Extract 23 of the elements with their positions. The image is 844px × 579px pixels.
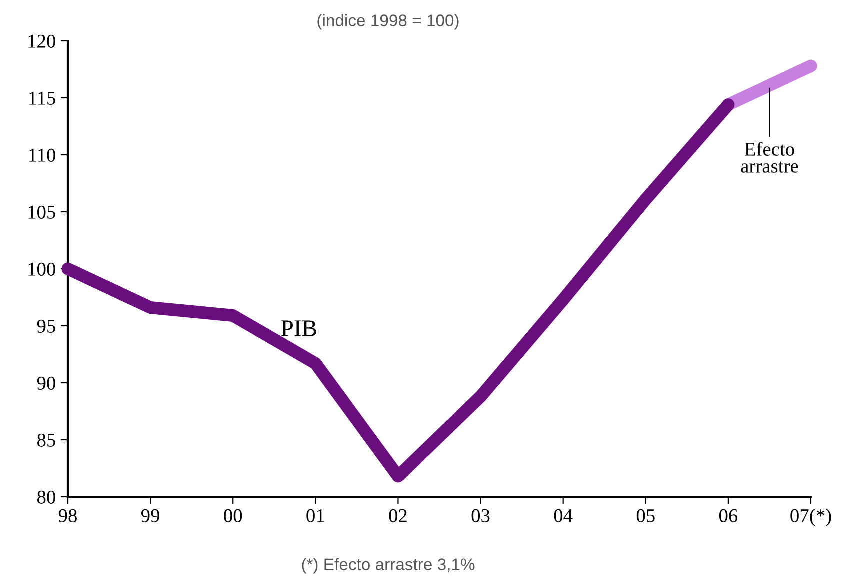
text: (*) Efecto arrastre 3,1% — [302, 558, 475, 574]
x-tick-label: 05 — [636, 509, 655, 522]
chart-subtitle: (indice 1998 = 100) — [318, 14, 459, 30]
x-tick-label: 06 — [719, 509, 738, 522]
y-tick-label: 85 — [37, 434, 56, 447]
y-tick-label: 80 — [37, 490, 56, 504]
y-tick-label: 115 — [29, 92, 56, 105]
text: Efecto arrastre — [741, 142, 798, 173]
x-tick-label: 04 — [554, 509, 573, 522]
series-label: PIB — [281, 320, 316, 336]
x-tick-label: 02 — [389, 509, 407, 522]
x-tick-label: 99 — [141, 509, 160, 522]
y-tick-label: 90 — [37, 376, 56, 390]
x-tick-label: 07(*) — [790, 508, 832, 526]
x-tick-label: 01 — [306, 509, 324, 522]
y-tick-label: 95 — [37, 320, 56, 333]
x-tick-label: 00 — [224, 509, 242, 522]
y-tick-label: 100 — [28, 262, 56, 276]
y-tick-label: 105 — [28, 206, 56, 219]
y-tick-label: 110 — [29, 148, 56, 162]
x-tick-label: 03 — [472, 509, 490, 522]
y-tick-label: 120 — [28, 34, 56, 48]
x-tick-label: 98 — [58, 509, 77, 522]
